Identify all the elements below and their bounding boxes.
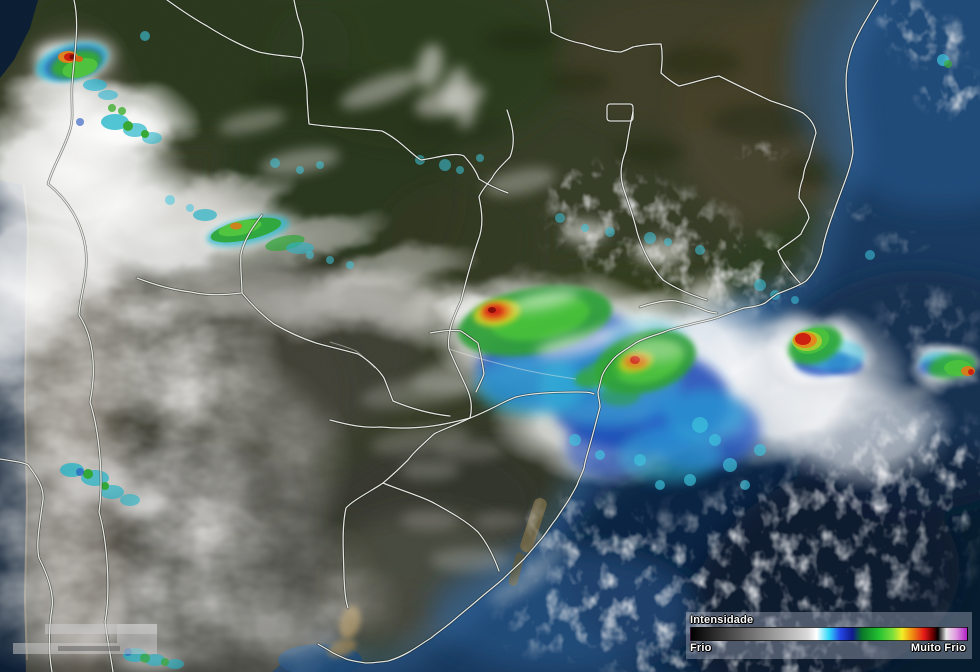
legend-gradient-bar: [690, 627, 968, 641]
scale-bar-segment: [45, 624, 157, 634]
small-storms-layer: [28, 0, 980, 672]
legend-labels: Frio Muito Frio: [690, 642, 968, 654]
precipitation-layer: [457, 285, 766, 490]
scale-bar-segment: [13, 643, 117, 654]
scale-bar-segment: [117, 624, 157, 654]
legend-panel: Intensidade Frio Muito Frio: [686, 612, 972, 659]
scale-bar-tick: [58, 646, 120, 651]
legend-label-very-cold: Muito Frio: [910, 642, 966, 654]
border-layer: [0, 0, 880, 672]
state-inset-box: [606, 103, 634, 122]
storm-overwisps: [510, 289, 685, 362]
legend-title: Intensidade: [690, 614, 754, 626]
legend-label-cold: Frio: [690, 642, 712, 654]
scale-bar: [13, 624, 157, 654]
